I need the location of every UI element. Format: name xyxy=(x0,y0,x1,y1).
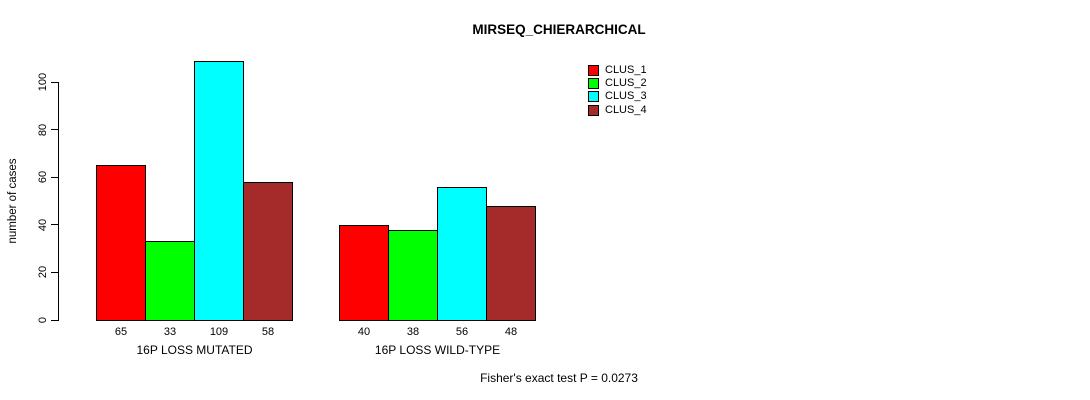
bar-clus_1 xyxy=(96,165,146,321)
bar-clus_1 xyxy=(339,225,389,321)
category-label: 16P LOSS MUTATED xyxy=(136,343,253,357)
annotation-text: Fisher's exact test P = 0.0273 xyxy=(480,371,638,385)
legend-label: CLUS_2 xyxy=(605,77,647,90)
y-axis-tick xyxy=(51,129,58,131)
y-axis-tick-label: 0 xyxy=(37,316,49,324)
bar-clus_3 xyxy=(194,61,244,321)
legend-label: CLUS_4 xyxy=(605,103,647,116)
bar-clus_2 xyxy=(388,230,438,321)
bar-value-label: 65 xyxy=(114,326,128,338)
bar-value-label: 48 xyxy=(504,326,518,338)
legend-swatch xyxy=(588,91,599,103)
y-axis-tick-label: 40 xyxy=(37,218,49,231)
y-axis-tick-label: 100 xyxy=(37,72,49,92)
legend-label: CLUS_1 xyxy=(605,64,647,76)
category-label: 16P LOSS WILD-TYPE xyxy=(374,343,501,357)
legend-swatch xyxy=(588,65,599,76)
legend-item: CLUS_4 xyxy=(588,103,678,117)
y-axis-title: number of cases xyxy=(7,158,19,244)
y-axis-tick-label: 20 xyxy=(37,266,49,279)
chart-title: MIRSEQ_CHIERARCHICAL xyxy=(472,22,646,37)
bar-clus_4 xyxy=(243,182,293,321)
bar-clus_4 xyxy=(486,206,536,321)
legend-label: CLUS_3 xyxy=(605,90,647,103)
legend-item: CLUS_3 xyxy=(588,90,678,103)
legend-swatch xyxy=(588,104,599,116)
bar-value-label: 56 xyxy=(455,326,469,338)
y-axis-tick-label: 60 xyxy=(37,171,49,184)
bar-value-label: 109 xyxy=(209,326,229,338)
y-axis-tick xyxy=(51,319,58,321)
y-axis-tick xyxy=(51,271,58,273)
bar-value-label: 58 xyxy=(261,326,275,338)
legend-item: CLUS_2 xyxy=(588,77,678,90)
bar-clus_3 xyxy=(437,187,487,321)
legend-item: CLUS_1 xyxy=(588,64,678,77)
y-axis-tick-label: 80 xyxy=(37,123,49,136)
y-axis-tick xyxy=(51,81,58,83)
y-axis-line xyxy=(58,82,59,321)
legend-swatch xyxy=(588,78,599,90)
bar-value-label: 40 xyxy=(357,326,371,338)
bar-value-label: 33 xyxy=(163,326,177,338)
y-axis-tick xyxy=(51,224,58,226)
bar-value-label: 38 xyxy=(406,326,420,338)
bar-clus_2 xyxy=(145,241,195,321)
y-axis-tick xyxy=(51,176,58,178)
